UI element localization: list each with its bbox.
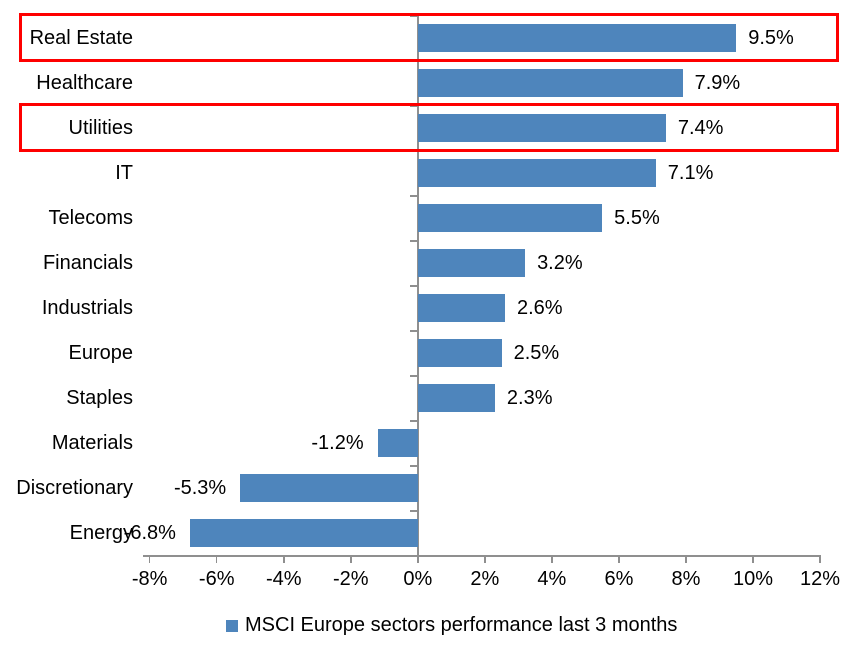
x-axis-tick-label: -6% — [198, 568, 235, 590]
x-axis-tick-label: 6% — [604, 568, 634, 590]
category-tick — [409, 330, 418, 332]
highlight-box-real-estate — [19, 13, 839, 62]
category-tick — [409, 510, 418, 512]
category-tick — [409, 420, 418, 422]
y-axis-line — [417, 16, 419, 555]
category-label: Industrials — [41, 297, 133, 319]
x-axis-tick — [417, 555, 419, 563]
x-axis-tick — [685, 555, 687, 563]
category-label: IT — [115, 162, 133, 184]
legend-label: MSCI Europe sectors performance last 3 m… — [245, 614, 678, 636]
category-tick — [409, 240, 418, 242]
bar — [417, 249, 526, 277]
x-axis-tick-label: 10% — [732, 568, 773, 590]
x-axis-tick-label: 0% — [403, 568, 433, 590]
category-label: Energy — [69, 522, 133, 544]
highlight-box-utilities — [19, 103, 839, 152]
category-tick — [409, 375, 418, 377]
bar — [417, 204, 603, 232]
x-axis-tick-label: 2% — [470, 568, 500, 590]
value-label: -1.2% — [311, 432, 364, 454]
x-axis-tick-label: 12% — [799, 568, 841, 590]
category-tick — [409, 465, 418, 467]
x-axis-tick — [752, 555, 754, 563]
category-tick — [409, 105, 418, 107]
bar — [417, 339, 502, 367]
category-tick — [409, 195, 418, 197]
category-label: Healthcare — [36, 72, 133, 94]
value-label: -5.3% — [173, 477, 227, 499]
x-axis-tick — [283, 555, 285, 563]
value-label: 7.1% — [667, 162, 714, 184]
x-axis-tick-label: -2% — [332, 568, 369, 590]
category-label: Utilities — [68, 117, 133, 139]
x-axis-tick — [350, 555, 352, 563]
legend-swatch-icon — [226, 619, 238, 632]
value-label: 2.6% — [516, 297, 563, 319]
category-label: Real Estate — [29, 27, 133, 49]
category-label: Financials — [42, 252, 133, 274]
category-label: Europe — [68, 342, 134, 364]
x-axis-tick-label: -4% — [265, 568, 302, 590]
value-label: -6.8% — [123, 522, 176, 544]
bar — [417, 69, 683, 97]
category-label: Materials — [51, 432, 133, 454]
x-axis-tick — [551, 555, 553, 563]
category-tick — [409, 555, 418, 557]
value-label: 2.3% — [506, 387, 553, 409]
value-label: 3.2% — [537, 252, 583, 274]
x-axis-tick — [618, 555, 620, 563]
bar — [417, 159, 656, 187]
legend: MSCI Europe sectors performance last 3 m… — [226, 614, 678, 636]
bar — [417, 294, 505, 322]
value-label: 7.4% — [677, 117, 724, 139]
x-axis-tick-label: -8% — [131, 568, 168, 590]
x-axis-tick-label: 4% — [537, 568, 567, 590]
category-label: Discretionary — [16, 477, 133, 499]
value-label: 9.5% — [748, 27, 794, 49]
value-label: 5.5% — [614, 207, 660, 229]
x-axis-tick — [148, 555, 151, 563]
bar — [377, 429, 418, 457]
x-axis-tick — [819, 555, 821, 563]
category-label: Staples — [66, 387, 133, 409]
bar — [417, 384, 495, 412]
category-tick — [409, 285, 418, 287]
bar — [417, 24, 737, 52]
value-label: 2.5% — [513, 342, 560, 364]
value-label: 7.9% — [694, 72, 741, 94]
x-axis-tick-label: 8% — [671, 568, 701, 590]
bar — [417, 114, 666, 142]
x-axis-line — [143, 555, 821, 557]
bar — [240, 474, 418, 502]
x-axis-tick — [215, 555, 218, 563]
category-label: Telecoms — [48, 207, 133, 229]
bar — [189, 519, 418, 547]
x-axis-tick — [484, 555, 486, 563]
category-tick — [409, 15, 418, 17]
